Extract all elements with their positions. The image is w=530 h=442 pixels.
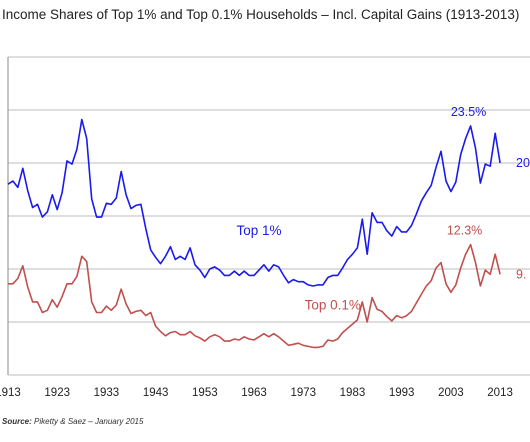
y-axis xyxy=(7,57,530,376)
source-text: Piketty & Saez – January 2015 xyxy=(34,417,144,426)
x-tick-label: 1933 xyxy=(94,387,120,399)
end-label-top-1pct: 20 xyxy=(516,156,530,170)
chart-title: Income Shares of Top 1% and Top 0.1% Hou… xyxy=(2,7,520,22)
series-line-top-0-1pct xyxy=(8,243,501,349)
x-tick-labels: 1913 1923 1933 1943 1953 1963 1973 1983 1993 2003… xyxy=(0,387,513,399)
peak-label-top-1pct: 23.5% xyxy=(451,105,486,119)
series-line-top-1pct xyxy=(7,118,501,287)
series-annotation-top-1pct: Top 1% xyxy=(236,223,281,238)
x-tick-label: 1983 xyxy=(340,387,366,399)
x-tick-label: 1993 xyxy=(389,387,415,399)
data-labels: 23.5% 12.3% 20 9. Top 1% Top 0.1% xyxy=(236,105,530,312)
series-annotation-top-0-1pct: Top 0.1% xyxy=(305,297,361,312)
x-tick-label: 1973 xyxy=(290,387,316,399)
source-label: Source: xyxy=(2,417,32,426)
x-tick-label: 1943 xyxy=(143,387,169,399)
x-tick-label: 2013 xyxy=(487,387,513,399)
source-note: Source: Piketty & Saez – January 2015 xyxy=(2,417,143,426)
x-tick-label: 2003 xyxy=(438,387,464,399)
end-label-top-0-1pct: 9. xyxy=(516,267,526,281)
series-lines xyxy=(7,118,501,349)
x-tick-label: 1923 xyxy=(44,387,70,399)
peak-label-top-0-1pct: 12.3% xyxy=(447,224,482,238)
x-tick-label: 1963 xyxy=(241,387,267,399)
x-tick-label: 1953 xyxy=(192,387,218,399)
x-tick-label: 1913 xyxy=(0,387,21,399)
